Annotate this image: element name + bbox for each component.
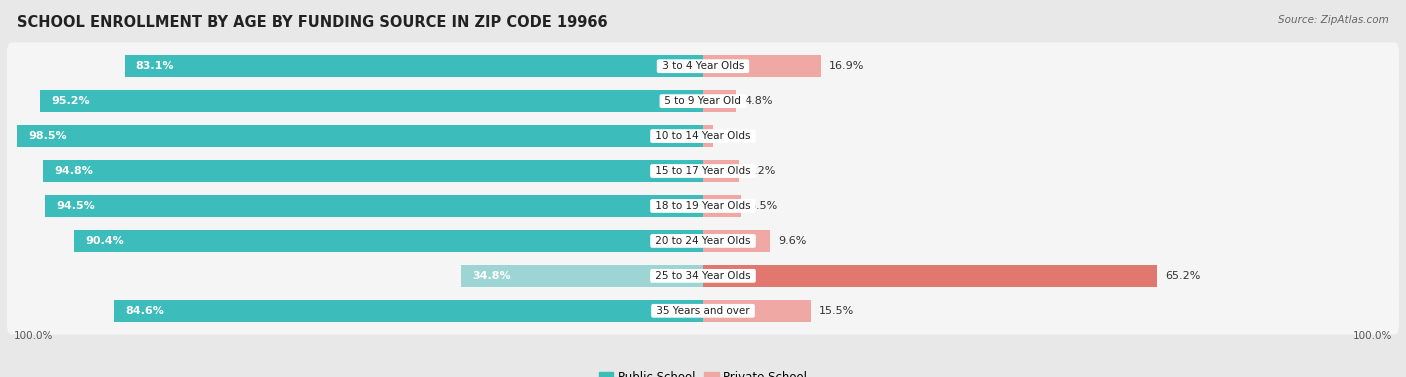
Text: 5 to 9 Year Old: 5 to 9 Year Old xyxy=(661,96,745,106)
Text: 65.2%: 65.2% xyxy=(1166,271,1201,281)
Text: 90.4%: 90.4% xyxy=(84,236,124,246)
Text: 100.0%: 100.0% xyxy=(14,331,53,341)
Text: 5.5%: 5.5% xyxy=(749,201,778,211)
Bar xyxy=(703,125,713,147)
Text: 95.2%: 95.2% xyxy=(52,96,90,106)
Text: 3 to 4 Year Olds: 3 to 4 Year Olds xyxy=(658,61,748,71)
Bar xyxy=(45,195,703,217)
Text: 15.5%: 15.5% xyxy=(820,306,855,316)
Bar xyxy=(114,300,703,322)
FancyBboxPatch shape xyxy=(7,43,1399,90)
Bar xyxy=(17,125,703,147)
Bar xyxy=(703,265,1157,287)
Text: 34.8%: 34.8% xyxy=(472,271,510,281)
Bar xyxy=(703,160,740,182)
Bar xyxy=(703,195,741,217)
Bar xyxy=(461,265,703,287)
Bar xyxy=(75,230,703,252)
Bar xyxy=(703,230,770,252)
Text: 15 to 17 Year Olds: 15 to 17 Year Olds xyxy=(652,166,754,176)
Text: 16.9%: 16.9% xyxy=(830,61,865,71)
Text: 98.5%: 98.5% xyxy=(28,131,67,141)
Text: 84.6%: 84.6% xyxy=(125,306,165,316)
Text: 94.5%: 94.5% xyxy=(56,201,96,211)
Text: 83.1%: 83.1% xyxy=(136,61,174,71)
Bar xyxy=(703,55,821,77)
Text: 94.8%: 94.8% xyxy=(55,166,93,176)
FancyBboxPatch shape xyxy=(7,217,1399,265)
Bar xyxy=(703,90,737,112)
Text: 20 to 24 Year Olds: 20 to 24 Year Olds xyxy=(652,236,754,246)
Text: 9.6%: 9.6% xyxy=(778,236,807,246)
FancyBboxPatch shape xyxy=(7,77,1399,125)
Text: 10 to 14 Year Olds: 10 to 14 Year Olds xyxy=(652,131,754,141)
FancyBboxPatch shape xyxy=(7,252,1399,300)
FancyBboxPatch shape xyxy=(7,182,1399,230)
Text: 18 to 19 Year Olds: 18 to 19 Year Olds xyxy=(652,201,754,211)
Text: 100.0%: 100.0% xyxy=(1353,331,1392,341)
Text: 35 Years and over: 35 Years and over xyxy=(652,306,754,316)
Legend: Public School, Private School: Public School, Private School xyxy=(593,366,813,377)
Text: 25 to 34 Year Olds: 25 to 34 Year Olds xyxy=(652,271,754,281)
Text: 1.5%: 1.5% xyxy=(721,131,749,141)
Text: SCHOOL ENROLLMENT BY AGE BY FUNDING SOURCE IN ZIP CODE 19966: SCHOOL ENROLLMENT BY AGE BY FUNDING SOUR… xyxy=(17,15,607,30)
FancyBboxPatch shape xyxy=(7,147,1399,195)
FancyBboxPatch shape xyxy=(7,287,1399,334)
Text: 5.2%: 5.2% xyxy=(748,166,776,176)
Text: Source: ZipAtlas.com: Source: ZipAtlas.com xyxy=(1278,15,1389,25)
Text: 4.8%: 4.8% xyxy=(745,96,773,106)
Bar xyxy=(125,55,703,77)
Bar xyxy=(44,160,703,182)
Bar xyxy=(703,300,811,322)
FancyBboxPatch shape xyxy=(7,112,1399,160)
Bar xyxy=(41,90,703,112)
